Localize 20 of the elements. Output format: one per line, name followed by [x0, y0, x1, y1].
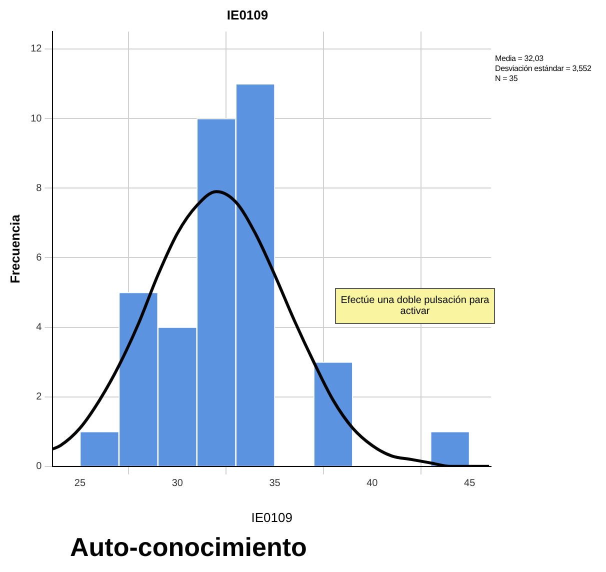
y-tick-label: 10	[30, 113, 42, 124]
y-tick-label: 4	[36, 322, 42, 334]
x-tick-label: 45	[464, 478, 476, 490]
text: N = 35	[495, 74, 519, 84]
text: Auto-conocimiento	[70, 532, 307, 563]
x-axis-title: IE0109	[251, 510, 292, 525]
y-tick-label: 2	[36, 392, 42, 403]
x-tick-label: 25	[74, 478, 86, 490]
y-tick-label: 8	[36, 182, 42, 194]
text: Media = 32,03	[495, 54, 544, 64]
y-tick-label: 0	[36, 461, 42, 472]
x-tick-label: 40	[366, 478, 378, 490]
annotation: Efectúe una doble pulsación para activar	[335, 288, 495, 324]
y-tick-label: 12	[30, 44, 42, 55]
x-tick-label: 35	[269, 478, 281, 490]
y-axis-title: Frecuencia	[7, 214, 22, 284]
y-tick-label: 6	[36, 252, 42, 264]
x-tick-label: 30	[172, 478, 184, 490]
chart-title: IE0109	[226, 7, 268, 22]
text: Desviación estándar = 3,552	[495, 64, 592, 74]
